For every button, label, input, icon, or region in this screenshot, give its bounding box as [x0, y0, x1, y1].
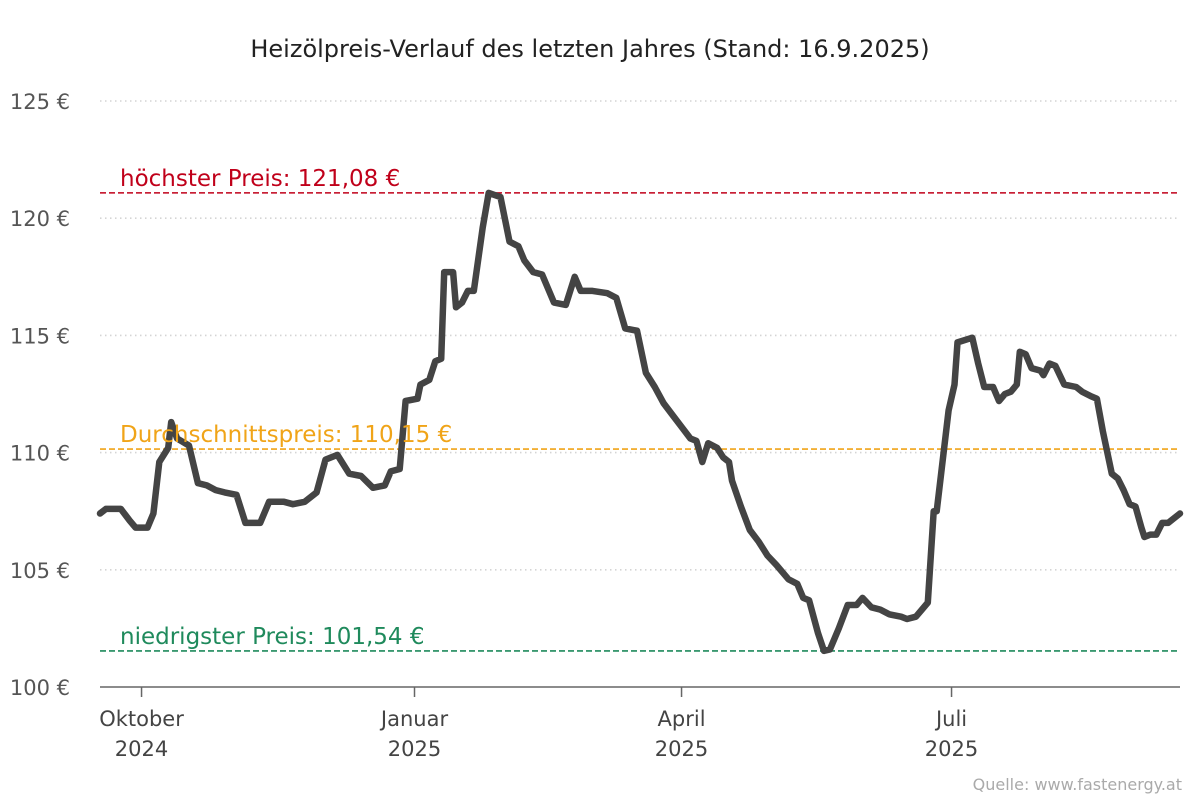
- y-axis-tick-labels: 100 € 105 € 110 € 115 € 120 € 125 €: [10, 90, 70, 700]
- x-tick-label-year: 2025: [925, 737, 978, 761]
- series-layer: [96, 189, 1184, 655]
- x-axis: Oktober 2024 Januar 2025 April 2025 Juli 2025: [99, 686, 1180, 761]
- chart-title: Heizölpreis-Verlauf des letzten Jahres (…: [250, 35, 929, 63]
- reference-line-labels: höchster Preis: 121,08 € Durchschnittspre…: [120, 166, 452, 650]
- y-tick-label: 110 €: [10, 442, 70, 466]
- source-credit: Quelle: www.fastenergy.at: [973, 775, 1182, 794]
- reference-line-label: Durchschnittspreis: 110,15 €: [120, 422, 452, 448]
- y-tick-label: 125 €: [10, 90, 70, 114]
- x-tick-label-month: April: [658, 707, 706, 731]
- y-tick-label: 120 €: [10, 207, 70, 231]
- x-tick-label-month: Januar: [379, 707, 449, 731]
- x-tick-label-month: Juli: [934, 707, 967, 731]
- price-series-line: [96, 189, 1184, 655]
- reference-line-label: höchster Preis: 121,08 €: [120, 166, 400, 192]
- y-tick-label: 100 €: [10, 676, 70, 700]
- y-tick-label: 105 €: [10, 559, 70, 583]
- reference-line-label: niedrigster Preis: 101,54 €: [120, 624, 425, 650]
- reference-lines: [100, 192, 1180, 652]
- x-tick-label-year: 2025: [655, 737, 708, 761]
- x-tick-label-month: Oktober: [99, 707, 184, 731]
- x-tick-label-year: 2024: [115, 737, 168, 761]
- y-tick-label: 115 €: [10, 324, 70, 348]
- x-tick-label-year: 2025: [388, 737, 441, 761]
